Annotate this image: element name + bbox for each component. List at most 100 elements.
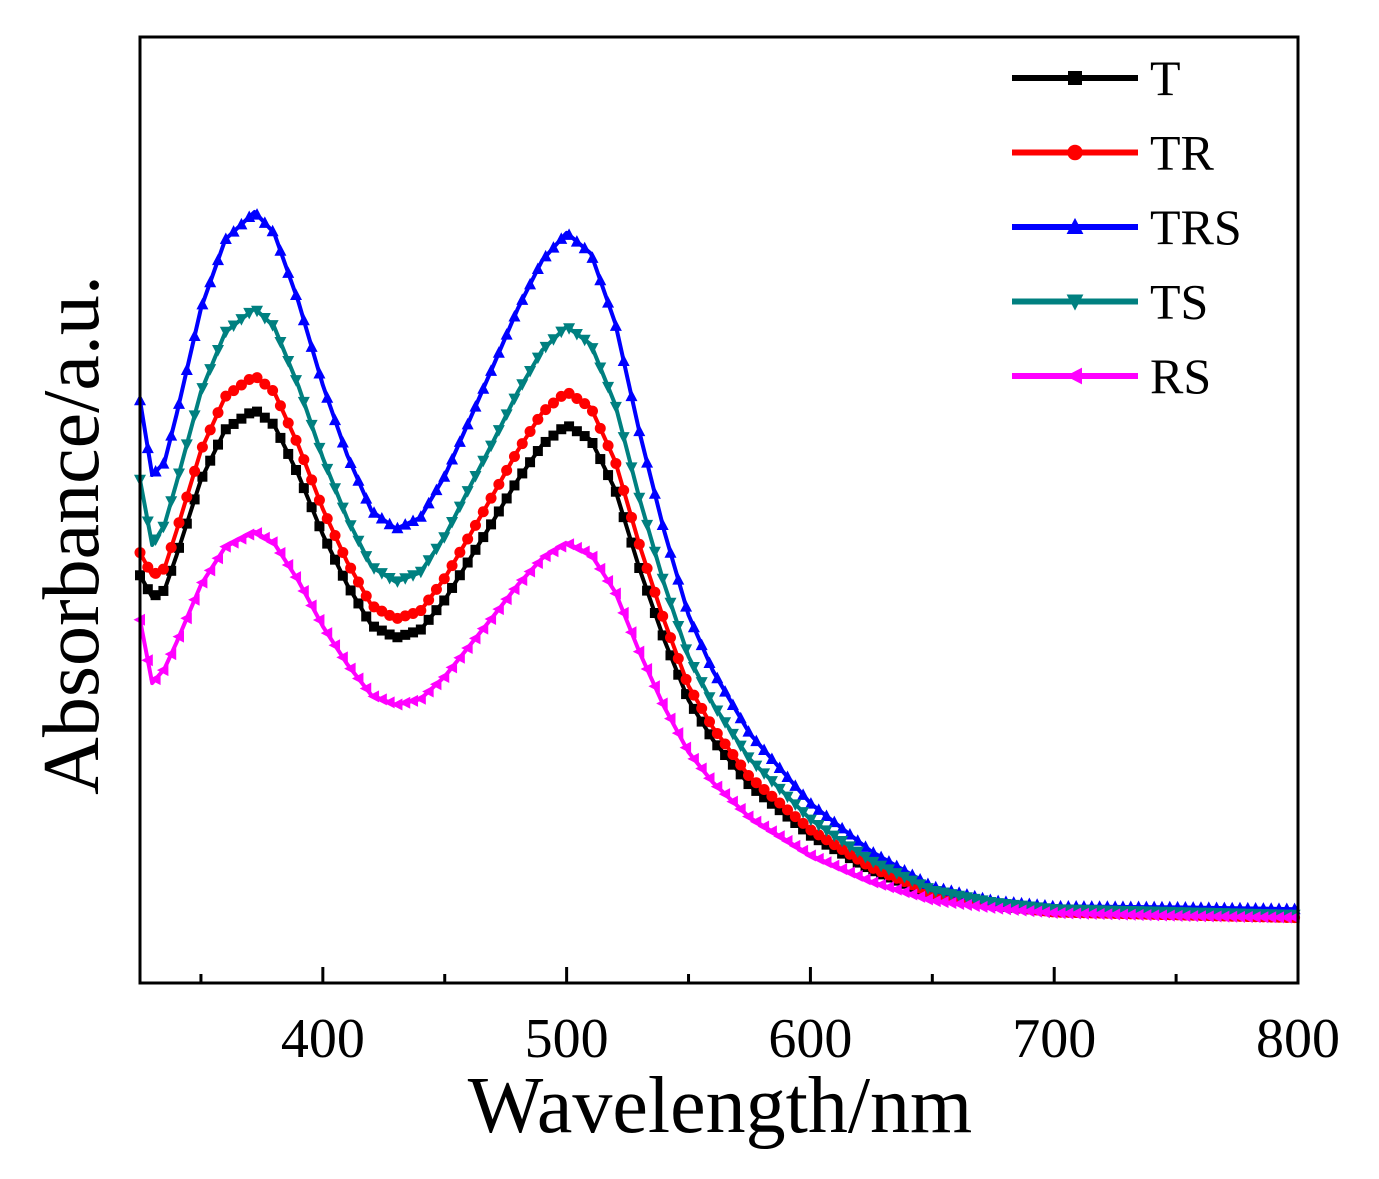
data-point-triangle-up xyxy=(828,815,841,828)
data-point-square xyxy=(532,446,543,457)
data-point-circle xyxy=(610,457,622,469)
data-point-square xyxy=(681,689,692,700)
data-point-square xyxy=(790,817,801,828)
data-point-triangle-up xyxy=(703,656,716,669)
data-point-square xyxy=(197,471,208,482)
legend-item-ts: TS xyxy=(1012,274,1208,330)
data-point-circle xyxy=(259,378,271,390)
data-point-triangle-down xyxy=(851,846,864,859)
data-point-triangle-up xyxy=(1066,217,1084,234)
data-point-triangle-up xyxy=(282,266,295,278)
data-point-triangle-left xyxy=(1233,910,1245,923)
data-point-triangle-left xyxy=(383,696,395,709)
data-point-triangle-left xyxy=(1054,907,1066,920)
y-axis-label: Absorbance/a.u. xyxy=(28,275,116,795)
data-point-square xyxy=(174,542,185,553)
data-point-square xyxy=(228,418,239,429)
data-point-square xyxy=(376,625,387,636)
data-point-triangle-down xyxy=(531,352,544,365)
data-point-circle xyxy=(267,385,279,397)
data-point-triangle-left xyxy=(1132,908,1144,921)
data-point-triangle-up xyxy=(586,251,599,263)
data-point-triangle-left xyxy=(1210,910,1222,923)
data-point-triangle-left xyxy=(1007,903,1019,916)
legend-label: TRS xyxy=(1150,199,1242,255)
data-point-circle xyxy=(664,632,676,644)
data-point-circle xyxy=(571,393,583,405)
data-point-triangle-left xyxy=(492,603,504,616)
data-point-circle xyxy=(711,727,723,739)
data-point-triangle-left xyxy=(1249,911,1261,924)
data-point-triangle-down xyxy=(539,341,552,354)
data-point-triangle-down xyxy=(719,717,732,729)
data-point-triangle-down xyxy=(687,662,700,674)
data-point-square xyxy=(462,557,473,568)
data-point-triangle-up xyxy=(157,457,170,469)
data-point-triangle-left xyxy=(1272,911,1284,924)
data-point-triangle-left xyxy=(250,527,263,540)
data-point-square xyxy=(782,811,793,822)
data-point-circle xyxy=(649,586,661,598)
data-point-triangle-up xyxy=(695,638,708,651)
data-point-square xyxy=(720,750,731,761)
data-point-triangle-up xyxy=(305,340,318,352)
data-point-triangle-left xyxy=(898,886,910,899)
data-point-triangle-left xyxy=(1280,911,1292,924)
data-point-circle xyxy=(758,783,770,795)
data-point-square xyxy=(610,486,621,497)
data-point-triangle-left xyxy=(312,614,325,627)
data-point-circle xyxy=(454,546,466,558)
data-point-circle xyxy=(625,511,637,523)
data-point-square xyxy=(642,585,653,596)
data-point-triangle-left xyxy=(1139,909,1152,922)
data-point-triangle-left xyxy=(991,902,1004,915)
data-point-triangle-left xyxy=(718,788,731,801)
data-point-triangle-left xyxy=(796,844,809,857)
data-point-triangle-up xyxy=(290,288,303,300)
data-point-triangle-up xyxy=(563,228,576,240)
data-point-triangle-up xyxy=(719,685,732,697)
data-point-triangle-left xyxy=(671,727,684,740)
data-point-triangle-down xyxy=(469,470,482,483)
data-point-triangle-down xyxy=(383,572,396,585)
data-point-triangle-left xyxy=(1194,910,1206,923)
data-point-triangle-down xyxy=(672,621,685,633)
data-point-triangle-down xyxy=(188,410,201,422)
data-point-square xyxy=(322,538,333,549)
data-point-triangle-left xyxy=(999,903,1011,916)
data-point-square xyxy=(142,584,153,595)
data-point-circle xyxy=(1067,144,1083,161)
data-point-triangle-down xyxy=(212,345,225,357)
data-point-triangle-left xyxy=(773,830,785,843)
data-point-triangle-left xyxy=(461,642,473,655)
data-point-triangle-left xyxy=(968,899,980,912)
data-point-square xyxy=(400,629,411,640)
series-trs xyxy=(134,208,1301,915)
data-point-triangle-left xyxy=(1085,907,1097,920)
data-point-triangle-up xyxy=(687,620,700,633)
data-point-triangle-up xyxy=(344,456,357,468)
data-point-triangle-up xyxy=(399,518,412,530)
data-point-circle xyxy=(173,517,185,529)
data-point-triangle-left xyxy=(679,741,692,754)
data-point-triangle-left xyxy=(976,900,988,913)
data-point-triangle-left xyxy=(523,565,536,578)
data-point-triangle-left xyxy=(726,795,738,808)
legend-label: RS xyxy=(1150,348,1211,404)
data-point-triangle-left xyxy=(1093,908,1105,921)
data-point-triangle-up xyxy=(258,216,271,228)
data-point-circle xyxy=(633,538,645,550)
data-point-triangle-down xyxy=(594,362,607,374)
data-point-triangle-left xyxy=(305,599,317,612)
data-point-triangle-down xyxy=(180,439,193,451)
data-point-triangle-up xyxy=(485,364,498,376)
data-point-triangle-up xyxy=(196,297,209,310)
data-point-circle xyxy=(485,492,497,504)
data-point-triangle-up xyxy=(453,435,466,447)
data-point-square xyxy=(665,650,676,661)
data-point-square xyxy=(244,408,255,419)
data-point-triangle-up xyxy=(461,417,474,430)
data-point-triangle-down xyxy=(828,830,841,843)
data-point-triangle-down xyxy=(344,520,357,532)
data-point-triangle-up xyxy=(531,262,544,274)
